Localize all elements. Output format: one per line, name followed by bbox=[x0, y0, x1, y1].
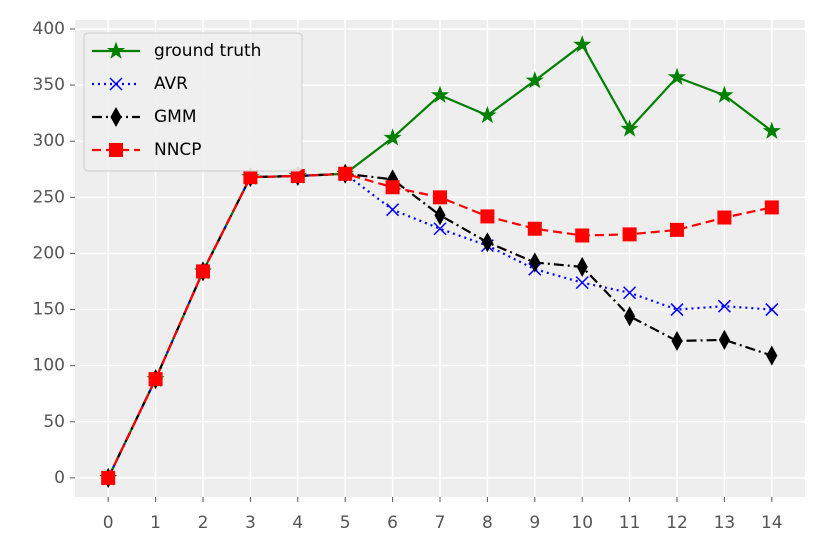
marker bbox=[195, 264, 210, 279]
y-tick-label: 200 bbox=[33, 243, 65, 263]
legend-label: GMM bbox=[154, 107, 197, 127]
marker bbox=[670, 303, 684, 317]
marker bbox=[764, 200, 779, 215]
legend-marker bbox=[109, 77, 123, 91]
y-tick-label: 250 bbox=[33, 187, 65, 207]
marker bbox=[624, 306, 636, 327]
legend-label: NNCP bbox=[154, 140, 202, 160]
y-tick-label: 50 bbox=[43, 412, 65, 432]
marker bbox=[478, 105, 497, 124]
legend-box bbox=[83, 32, 303, 172]
x-tick-label: 3 bbox=[245, 513, 256, 533]
marker bbox=[243, 170, 258, 185]
y-tick-label: 350 bbox=[33, 75, 65, 95]
marker bbox=[383, 128, 402, 146]
marker bbox=[385, 180, 400, 195]
x-tick-label: 6 bbox=[387, 513, 398, 533]
legend-marker bbox=[109, 143, 123, 157]
marker bbox=[529, 252, 541, 273]
x-tick-label: 14 bbox=[761, 513, 783, 533]
marker bbox=[575, 228, 590, 243]
x-tick-label: 8 bbox=[482, 513, 493, 533]
marker bbox=[622, 227, 637, 242]
marker bbox=[667, 67, 687, 85]
x-tick-label: 10 bbox=[571, 513, 593, 533]
marker bbox=[338, 166, 353, 181]
marker bbox=[434, 205, 446, 226]
marker bbox=[525, 71, 544, 89]
x-tick-label: 12 bbox=[666, 513, 688, 533]
y-tick-label: 100 bbox=[33, 356, 65, 376]
legend-marker bbox=[106, 41, 126, 59]
marker bbox=[575, 276, 589, 290]
x-tick-label: 5 bbox=[340, 513, 351, 533]
marker bbox=[766, 345, 778, 366]
marker bbox=[573, 35, 592, 53]
y-tick-label: 300 bbox=[33, 131, 65, 151]
legend: ground truth AVR GMM NNCP bbox=[83, 32, 303, 172]
legend-label: ground truth bbox=[154, 41, 261, 61]
marker bbox=[623, 286, 637, 300]
marker bbox=[671, 330, 683, 352]
marker bbox=[765, 303, 779, 317]
marker bbox=[715, 85, 734, 103]
marker bbox=[101, 470, 116, 485]
x-tick-label: 0 bbox=[103, 513, 114, 533]
marker bbox=[762, 121, 781, 139]
marker bbox=[433, 190, 447, 205]
marker bbox=[386, 203, 400, 217]
x-tick-label: 7 bbox=[435, 513, 446, 533]
marker bbox=[480, 209, 495, 224]
x-tick-label: 4 bbox=[292, 513, 303, 533]
marker bbox=[718, 329, 730, 350]
marker bbox=[430, 85, 450, 103]
y-tick-label: 150 bbox=[33, 300, 65, 320]
y-tick-label: 400 bbox=[33, 19, 65, 39]
marker bbox=[148, 372, 163, 387]
x-tick-label: 13 bbox=[714, 513, 736, 533]
marker bbox=[717, 210, 732, 225]
x-tick-label: 11 bbox=[619, 513, 641, 533]
marker bbox=[433, 222, 447, 236]
x-tick-label: 2 bbox=[198, 513, 209, 533]
marker bbox=[620, 119, 639, 137]
marker bbox=[576, 256, 588, 277]
x-tick-label: 9 bbox=[529, 513, 540, 533]
marker bbox=[481, 232, 493, 253]
marker bbox=[670, 222, 685, 237]
y-tick-label: 0 bbox=[54, 468, 65, 488]
marker bbox=[527, 221, 542, 236]
x-tick-label: 1 bbox=[150, 513, 161, 533]
legend-label: AVR bbox=[154, 74, 188, 94]
marker bbox=[717, 299, 731, 313]
legend-marker bbox=[110, 106, 122, 128]
